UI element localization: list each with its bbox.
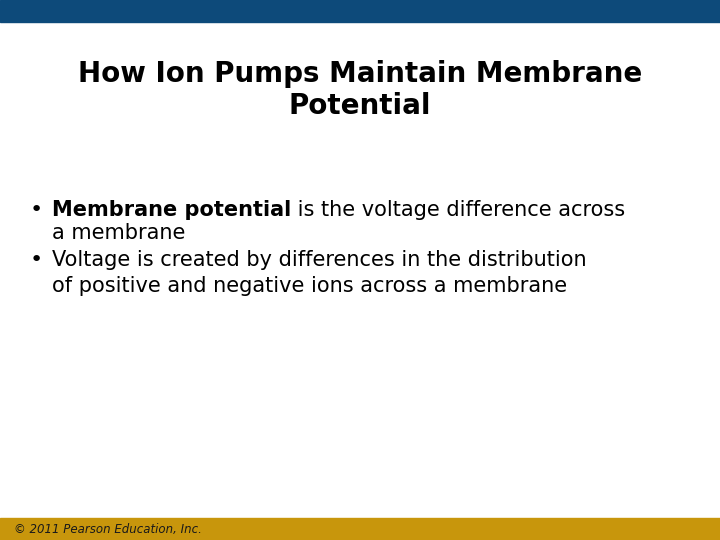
Text: © 2011 Pearson Education, Inc.: © 2011 Pearson Education, Inc.: [14, 523, 202, 536]
Text: •: •: [30, 200, 43, 220]
Bar: [0, 0, 720, 22]
Text: How Ion Pumps Maintain Membrane
Potential: How Ion Pumps Maintain Membrane Potentia…: [78, 60, 642, 120]
Text: •: •: [30, 250, 43, 270]
Text: Membrane potential: Membrane potential: [52, 200, 292, 220]
Text: a membrane: a membrane: [52, 223, 185, 243]
Bar: [0, 518, 720, 540]
Text: is the voltage difference across: is the voltage difference across: [292, 200, 626, 220]
Text: Voltage is created by differences in the distribution
of positive and negative i: Voltage is created by differences in the…: [52, 250, 587, 296]
